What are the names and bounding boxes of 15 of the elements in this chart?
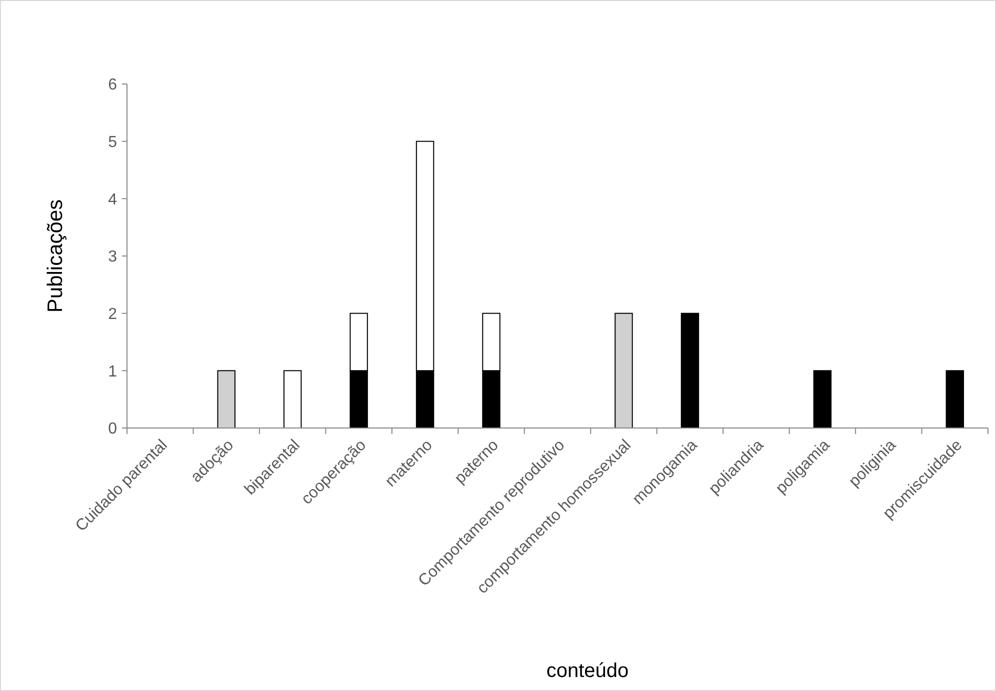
y-tick-label: 3 bbox=[108, 248, 118, 266]
y-tick-label: 1 bbox=[108, 363, 118, 380]
bar bbox=[680, 312, 700, 428]
y-tick-label: 0 bbox=[108, 420, 118, 438]
y-tick-label: 6 bbox=[108, 76, 118, 94]
y-tick-label: 4 bbox=[108, 191, 118, 208]
y-tick-label: 2 bbox=[108, 306, 118, 323]
bar bbox=[217, 370, 236, 428]
bar bbox=[614, 312, 633, 428]
bar bbox=[813, 370, 832, 428]
y-tick-label: 5 bbox=[108, 134, 118, 151]
bar bbox=[283, 370, 302, 428]
x-axis-title: conteúdo bbox=[546, 660, 629, 682]
bar bbox=[946, 370, 964, 428]
y-axis-title: Publicações bbox=[44, 199, 67, 313]
